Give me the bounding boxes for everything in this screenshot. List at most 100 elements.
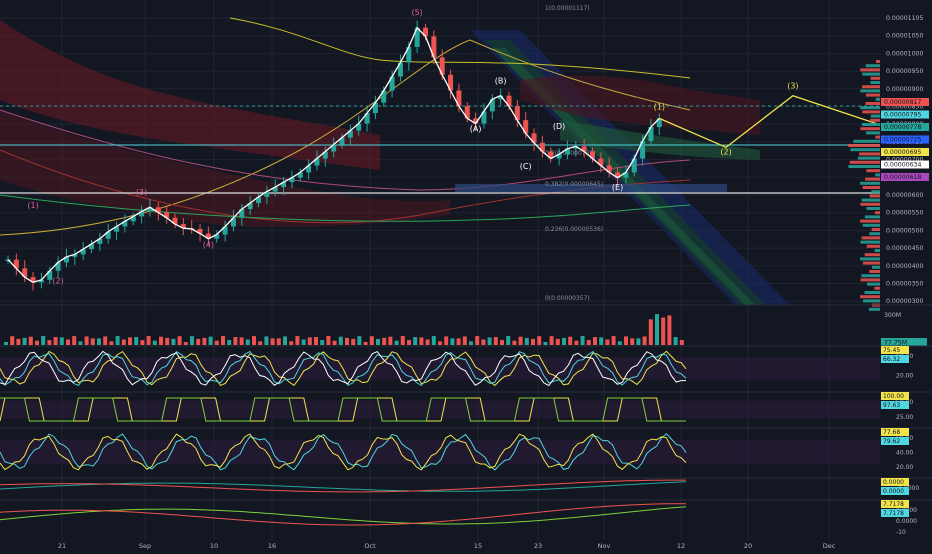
price-badge-label: 0.00000778 xyxy=(884,124,921,131)
panel-band xyxy=(0,357,880,380)
candle-body xyxy=(172,217,178,225)
volume-profile-bar xyxy=(875,97,880,101)
candle-body xyxy=(439,57,445,75)
volume-profile-bar xyxy=(875,135,880,139)
candle-body xyxy=(381,90,387,103)
candle-body xyxy=(105,231,111,239)
candle-body xyxy=(606,165,612,173)
panel-badge xyxy=(881,346,909,354)
candle-body xyxy=(389,76,395,91)
panel-badge-label: 77.68 xyxy=(883,429,900,436)
candle-body xyxy=(80,249,86,255)
candle-body xyxy=(147,207,153,212)
volume-bar xyxy=(239,337,244,345)
candle-body xyxy=(640,141,646,159)
price-axis-label: 0.00000550 xyxy=(886,210,923,217)
volume-profile-bar xyxy=(849,160,880,164)
candle-body xyxy=(63,256,69,263)
oscillator-line xyxy=(0,479,686,493)
fib-label: 0(0.00000357) xyxy=(545,295,590,302)
volume-profile-bar xyxy=(870,81,880,84)
candle-body xyxy=(155,207,161,213)
panel-badge xyxy=(881,401,909,409)
price-axis-label: 0.00000700 xyxy=(886,157,923,164)
oscillator-line xyxy=(0,503,686,526)
volume-bar xyxy=(190,336,194,345)
price-badge xyxy=(881,110,929,119)
volume-profile-bar xyxy=(860,106,880,110)
candle-body xyxy=(615,172,621,178)
volume-bar xyxy=(22,337,27,345)
volume-bar xyxy=(518,336,523,345)
candle-body xyxy=(514,106,520,121)
price-badge xyxy=(881,160,929,169)
volume-profile-bar xyxy=(848,144,880,147)
volume-profile-bar xyxy=(865,102,880,105)
volume-profile-bar xyxy=(876,60,880,63)
fib-label: 0.5(0.00000732) xyxy=(545,150,596,157)
panel-badge xyxy=(881,355,909,363)
volume-bar xyxy=(320,340,325,345)
candle-body xyxy=(38,279,44,283)
price-badge-label: 0.00000634 xyxy=(884,162,921,169)
volume-bar xyxy=(326,336,331,345)
candle-body xyxy=(656,118,662,128)
candle-body xyxy=(322,151,328,159)
volume-bar xyxy=(382,337,387,345)
panel-badge-label: 0.0000 xyxy=(883,479,904,486)
candle-body xyxy=(406,46,412,63)
volume-bar xyxy=(16,338,21,345)
volume-bar xyxy=(351,338,356,345)
candle-body xyxy=(256,196,261,204)
volume-bar xyxy=(10,336,15,345)
candle-body xyxy=(397,62,403,77)
volume-profile-bar xyxy=(866,169,880,173)
volume-bar xyxy=(413,337,418,345)
volume-bar xyxy=(679,340,684,345)
candle-body xyxy=(13,259,19,269)
volume-bar xyxy=(376,338,380,345)
volume-bar xyxy=(252,336,256,345)
volume-bar xyxy=(388,336,393,345)
volume-bar xyxy=(97,338,101,345)
volume-bar xyxy=(221,336,225,345)
volume-bar xyxy=(307,337,312,345)
volume-bar xyxy=(345,337,349,345)
envelope-yellow-top xyxy=(229,17,691,79)
candle-body xyxy=(222,226,228,235)
candle-body xyxy=(564,148,570,155)
fib-label: 0.382(0.00000645) xyxy=(545,181,603,188)
wave-label: (B) xyxy=(495,77,507,86)
panel-badge-label: 0.0000 xyxy=(883,488,904,495)
price-axis-label: 0.00000350 xyxy=(886,281,923,288)
volume-bar xyxy=(599,337,604,345)
time-axis-label: 12 xyxy=(677,542,685,550)
price-axis-label: 0.00000950 xyxy=(886,68,923,75)
time-axis-label: 15 xyxy=(474,542,482,550)
volume-bar xyxy=(500,340,504,345)
volume-bar xyxy=(78,341,83,345)
candle-body xyxy=(414,27,420,47)
volume-bar xyxy=(90,338,95,345)
volume-badge xyxy=(881,338,927,346)
volume-bar xyxy=(301,339,306,345)
volume-bar xyxy=(400,336,405,345)
panel-badge-label: 75.45 xyxy=(883,347,900,354)
panel-axis-label: 25.00 xyxy=(896,414,913,421)
panel-badge-label: 66.32 xyxy=(883,356,900,363)
volume-bar xyxy=(655,314,659,345)
time-axis-label: Nov xyxy=(598,542,611,550)
volume-profile-bar xyxy=(866,282,880,286)
volume-bar xyxy=(456,338,461,345)
volume-bar xyxy=(667,315,672,345)
volume-bar xyxy=(295,336,300,345)
volume-profile-bar xyxy=(868,307,880,311)
oscillator-line xyxy=(0,397,686,422)
envelope-pink xyxy=(0,109,691,191)
price-axis-label: 0.00001105 xyxy=(886,15,923,22)
volume-bar xyxy=(543,341,548,345)
volume-bar xyxy=(214,340,219,345)
price-axis-label: 0.00000300 xyxy=(886,298,923,305)
price-badge-label: 0.00000817 xyxy=(884,99,921,106)
